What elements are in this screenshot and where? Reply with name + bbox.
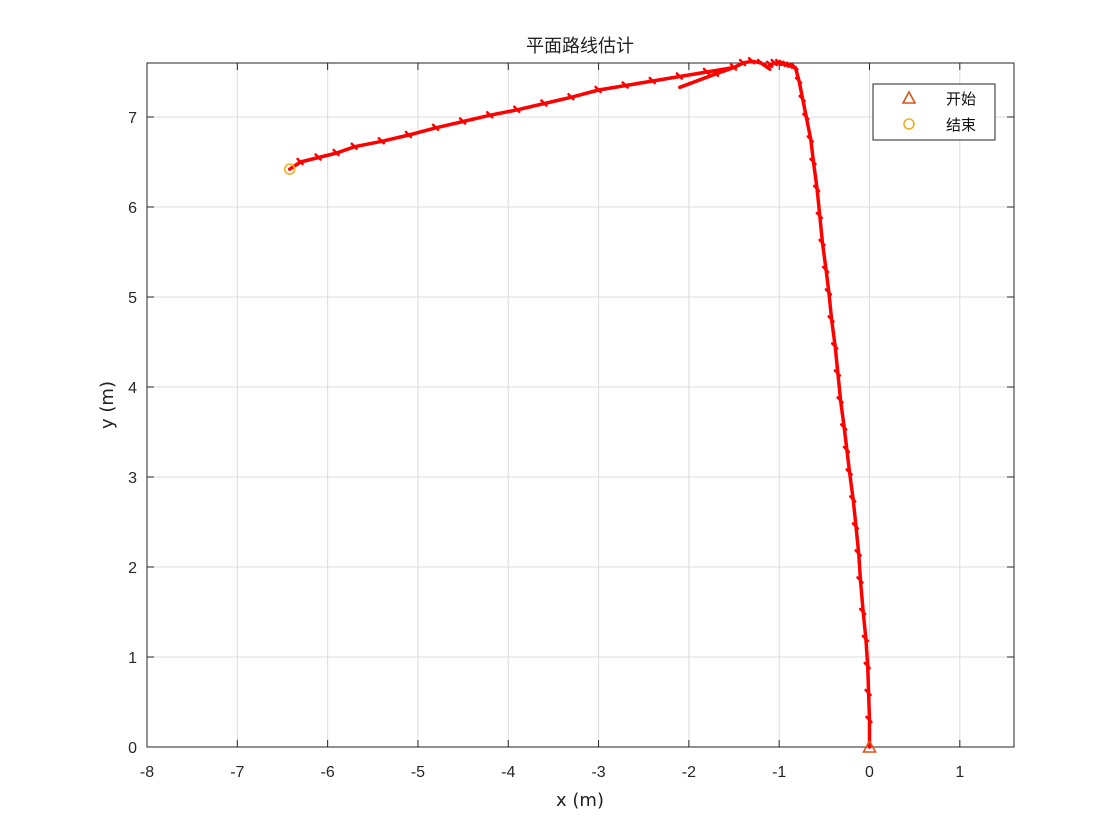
- x-tick-label: 1: [955, 764, 964, 781]
- y-tick-label: 3: [128, 470, 137, 487]
- x-tick-label: -5: [411, 764, 425, 781]
- route-point-tick: [702, 67, 711, 76]
- x-tick-label: -4: [501, 764, 515, 781]
- route-point-tick: [594, 85, 602, 94]
- x-tick-label: -6: [321, 764, 335, 781]
- route-point-tick: [824, 288, 833, 296]
- route-point-tick: [350, 142, 358, 150]
- route-point-tick: [774, 58, 783, 67]
- route-point-tick: [675, 72, 684, 80]
- route-point-tick: [377, 137, 386, 145]
- route-point-tick: [839, 423, 848, 431]
- axes-box: [146, 62, 1015, 748]
- route-markers: [283, 163, 877, 753]
- route-series: [287, 56, 873, 749]
- route-point-tick: [845, 468, 853, 476]
- route-point-tick: [567, 92, 575, 101]
- y-tick-label: 5: [128, 290, 137, 307]
- x-tick-label: 0: [865, 764, 874, 781]
- route-point-tick: [812, 184, 821, 193]
- x-tick-label: -8: [140, 764, 154, 781]
- route-point-tick: [314, 153, 322, 161]
- route-point-tick: [863, 661, 871, 670]
- chart-title: 平面路线估计: [526, 36, 634, 57]
- route-point-tick: [865, 715, 873, 724]
- route-point-tick: [788, 62, 796, 70]
- legend-box: [872, 83, 996, 141]
- route-point-tick: [864, 688, 872, 697]
- route-point-tick: [809, 157, 817, 166]
- y-tick-label: 2: [128, 560, 137, 577]
- route-point-tick: [791, 63, 799, 71]
- y-tick-label: 7: [128, 110, 137, 127]
- route-point-tick: [802, 112, 810, 121]
- x-tick-label: -2: [682, 764, 696, 781]
- route-point-tick: [806, 135, 815, 143]
- y-axis-label: y (m): [97, 381, 118, 429]
- route-point-tick: [621, 81, 629, 89]
- route-point-tick: [648, 76, 656, 85]
- route-point-tick: [404, 130, 413, 139]
- x-axis-label: x (m): [556, 790, 604, 811]
- route-point-tick: [856, 576, 864, 584]
- route-point-tick: [818, 238, 826, 247]
- end-marker: [283, 163, 296, 175]
- route-point-tick: [296, 157, 304, 166]
- start-marker: [862, 739, 877, 753]
- route-point-tick: [858, 607, 867, 616]
- route-point-tick: [485, 110, 494, 119]
- route-point-tick: [458, 117, 467, 125]
- plot-area: [147, 63, 1014, 747]
- legend-start-icon: [901, 90, 917, 104]
- route-point-tick: [431, 123, 440, 132]
- route-point-tick: [785, 61, 794, 69]
- route-point-tick: [815, 211, 824, 220]
- route-point-tick: [778, 59, 787, 68]
- x-tick-label: -1: [772, 764, 786, 781]
- legend-end-label: 结束: [946, 116, 976, 134]
- y-tick-label: 6: [128, 200, 137, 217]
- route-point-tick: [770, 58, 778, 67]
- route-point-tick: [827, 315, 835, 323]
- route-point-tick: [833, 369, 842, 377]
- route-point-tick: [848, 495, 857, 503]
- route-point-tick: [782, 60, 790, 69]
- route-point-tick: [747, 56, 756, 65]
- route-point-tick: [821, 265, 830, 274]
- route-point-tick: [794, 76, 803, 85]
- route-point-tick: [836, 396, 844, 404]
- x-tick-label: -7: [230, 764, 244, 781]
- y-tick-label: 4: [128, 380, 137, 397]
- route-point-tick: [765, 60, 774, 69]
- route-point-tick: [842, 445, 851, 454]
- route-point-tick: [540, 99, 548, 107]
- y-tick-label: 1: [128, 650, 137, 667]
- route-point-tick: [861, 634, 870, 643]
- route-point-tick: [854, 549, 862, 557]
- route-point-tick: [830, 342, 839, 350]
- route-point-tick: [763, 63, 771, 71]
- route-point-tick: [332, 148, 340, 157]
- route-point-tick: [738, 58, 747, 67]
- route-point-tick: [851, 522, 860, 530]
- axis-ticks: -8 -7 -6 -5 -4 -3 -2 -1 0 1 0 1 2 3 4 5 6 7: [128, 63, 1014, 781]
- x-tick-label: -3: [591, 764, 605, 781]
- route-point-tick: [798, 94, 806, 103]
- legend-end-icon: [903, 118, 915, 130]
- legend-start-label: 开始: [946, 90, 976, 108]
- route-point-tick: [756, 58, 765, 67]
- y-tick-label: 0: [128, 740, 137, 757]
- route-point-tick: [513, 105, 521, 114]
